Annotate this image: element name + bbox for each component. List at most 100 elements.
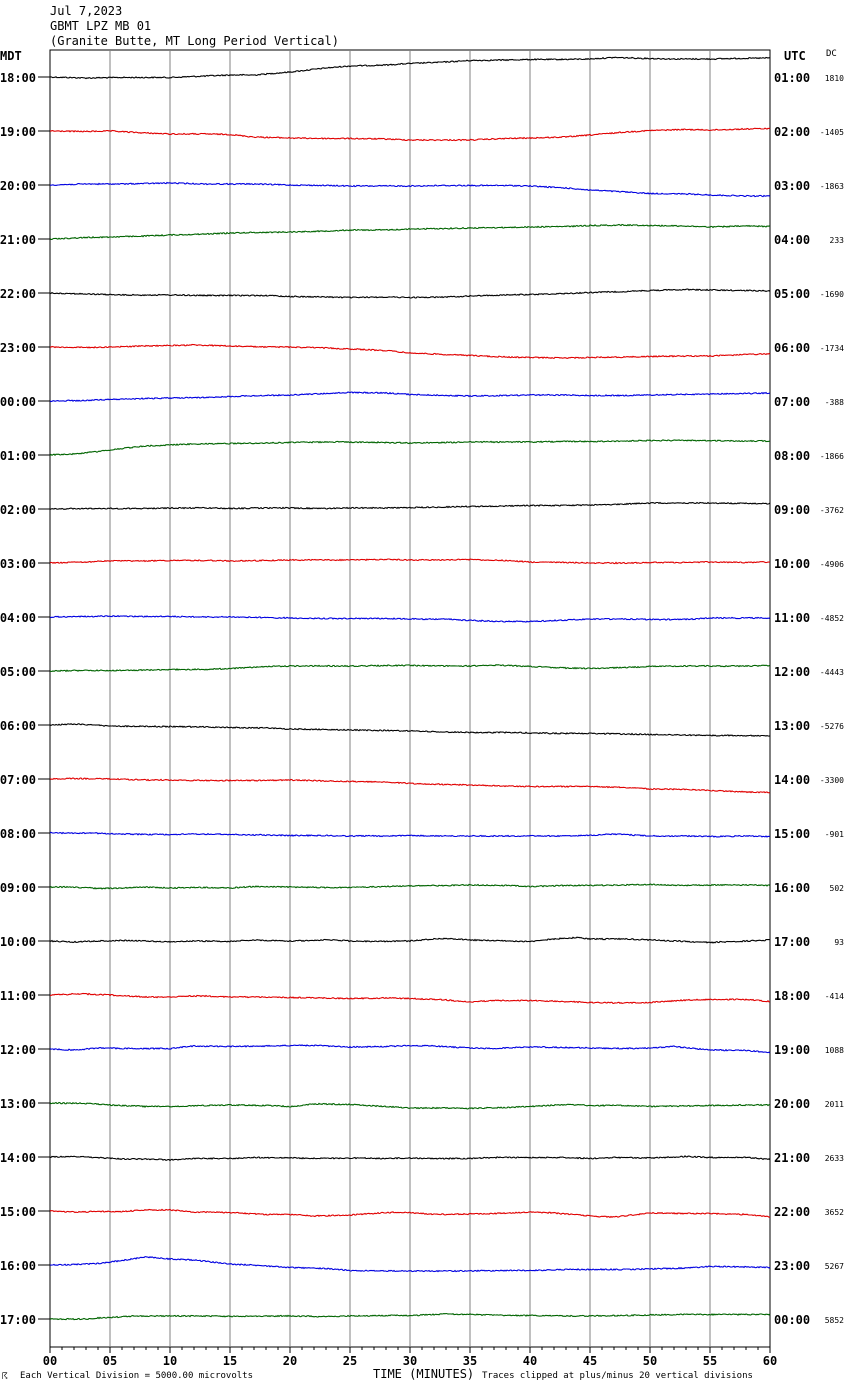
- utc-hour-label: 11:00: [774, 611, 810, 625]
- utc-hour-label: 05:00: [774, 287, 810, 301]
- mdt-hour-label: 12:00: [0, 1043, 36, 1057]
- dc-offset-label: -3762: [820, 506, 844, 515]
- trace-line-0600: [49, 723, 771, 737]
- utc-hour-label: 01:00: [774, 71, 810, 85]
- x-tick-label: 45: [583, 1354, 597, 1368]
- trace-line-0500: [49, 663, 771, 673]
- dc-offset-label: -388: [825, 398, 844, 407]
- trace-line-1900: [49, 127, 771, 142]
- trace-line-1200: [49, 1044, 771, 1054]
- dc-offset-label: 3652: [825, 1208, 844, 1217]
- dc-offset-label: -901: [825, 830, 844, 839]
- dc-offset-label: 2633: [825, 1154, 844, 1163]
- x-tick-label: 55: [703, 1354, 717, 1368]
- mdt-hour-label: 15:00: [0, 1205, 36, 1219]
- utc-hour-label: 06:00: [774, 341, 810, 355]
- mdt-hour-label: 06:00: [0, 719, 36, 733]
- x-tick-label: 15: [223, 1354, 237, 1368]
- mdt-hour-label: 04:00: [0, 611, 36, 625]
- trace-line-0700: [49, 777, 771, 794]
- x-tick-label: 05: [103, 1354, 117, 1368]
- dc-offset-label: 233: [830, 236, 845, 245]
- trace-line-0400: [49, 614, 771, 623]
- x-tick-label: 40: [523, 1354, 537, 1368]
- left-zone-label: MDT: [0, 49, 22, 63]
- x-tick-label: 20: [283, 1354, 297, 1368]
- trace-line-1300: [49, 1101, 771, 1110]
- mdt-hour-label: 13:00: [0, 1097, 36, 1111]
- dc-header-label: DC: [826, 49, 837, 59]
- trace-line-2300: [49, 343, 771, 360]
- trace-line-0200: [49, 501, 771, 510]
- x-tick-label: 25: [343, 1354, 357, 1368]
- dc-offset-label: 1810: [825, 74, 844, 83]
- trace-line-2200: [49, 288, 771, 299]
- mdt-hour-label: 00:00: [0, 395, 36, 409]
- dc-offset-label: -3300: [820, 776, 844, 785]
- utc-hour-label: 02:00: [774, 125, 810, 139]
- dc-offset-label: 1088: [825, 1046, 844, 1055]
- dc-offset-label: -4906: [820, 560, 844, 569]
- mdt-hour-label: 21:00: [0, 233, 36, 247]
- dc-offset-label: 5852: [825, 1316, 844, 1325]
- trace-line-1500: [49, 1208, 771, 1219]
- utc-hour-label: 10:00: [774, 557, 810, 571]
- trace-line-1600: [49, 1256, 771, 1273]
- mdt-hour-label: 07:00: [0, 773, 36, 787]
- x-tick-label: 35: [463, 1354, 477, 1368]
- mdt-hour-label: 18:00: [0, 71, 36, 85]
- mdt-hour-label: 23:00: [0, 341, 36, 355]
- utc-hour-label: 09:00: [774, 503, 810, 517]
- footer-mark: ☈: [2, 1372, 8, 1382]
- utc-hour-label: 07:00: [774, 395, 810, 409]
- trace-line-1700: [49, 1312, 771, 1321]
- utc-hour-label: 04:00: [774, 233, 810, 247]
- dc-offset-label: -1405: [820, 128, 844, 137]
- right-zone-label: UTC: [784, 49, 806, 63]
- header-station: GBMT LPZ MB 01: [50, 19, 152, 33]
- mdt-hour-label: 20:00: [0, 179, 36, 193]
- x-tick-label: 30: [403, 1354, 417, 1368]
- trace-line-0900: [49, 883, 771, 890]
- mdt-hour-label: 19:00: [0, 125, 36, 139]
- utc-hour-label: 00:00: [774, 1313, 810, 1327]
- mdt-hour-label: 03:00: [0, 557, 36, 571]
- dc-offset-label: -1690: [820, 290, 844, 299]
- mdt-hour-label: 01:00: [0, 449, 36, 463]
- trace-line-1100: [49, 992, 771, 1005]
- dc-offset-label: -1866: [820, 452, 844, 461]
- trace-line-2000: [50, 181, 771, 198]
- x-tick-label: 60: [763, 1354, 777, 1368]
- trace-line-1400: [49, 1155, 771, 1162]
- mdt-hour-label: 22:00: [0, 287, 36, 301]
- utc-hour-label: 15:00: [774, 827, 810, 841]
- trace-line-1000: [49, 936, 771, 944]
- trace-line-0100: [49, 439, 770, 456]
- utc-hour-label: 12:00: [774, 665, 810, 679]
- dc-offset-label: -5276: [820, 722, 844, 731]
- mdt-hour-label: 05:00: [0, 665, 36, 679]
- dc-offset-label: 2011: [825, 1100, 844, 1109]
- utc-hour-label: 19:00: [774, 1043, 810, 1057]
- x-tick-label: 10: [163, 1354, 177, 1368]
- dc-offset-label: 93: [834, 938, 844, 947]
- mdt-hour-label: 17:00: [0, 1313, 36, 1327]
- utc-hour-label: 21:00: [774, 1151, 810, 1165]
- trace-line-0800: [49, 831, 771, 838]
- trace-line-1800: [49, 56, 771, 80]
- x-tick-label: 50: [643, 1354, 657, 1368]
- utc-hour-label: 03:00: [774, 179, 810, 193]
- utc-hour-label: 13:00: [774, 719, 810, 733]
- utc-hour-label: 20:00: [774, 1097, 810, 1111]
- utc-hour-label: 17:00: [774, 935, 810, 949]
- x-tick-label: 00: [43, 1354, 57, 1368]
- utc-hour-label: 08:00: [774, 449, 810, 463]
- dc-offset-label: -1863: [820, 182, 844, 191]
- mdt-hour-label: 14:00: [0, 1151, 36, 1165]
- utc-hour-label: 16:00: [774, 881, 810, 895]
- mdt-hour-label: 10:00: [0, 935, 36, 949]
- header-date: Jul 7,2023: [50, 4, 123, 18]
- footer-scale-note: Each Vertical Division = 5000.00 microvo…: [20, 1371, 253, 1381]
- dc-offset-label: -1734: [820, 344, 844, 353]
